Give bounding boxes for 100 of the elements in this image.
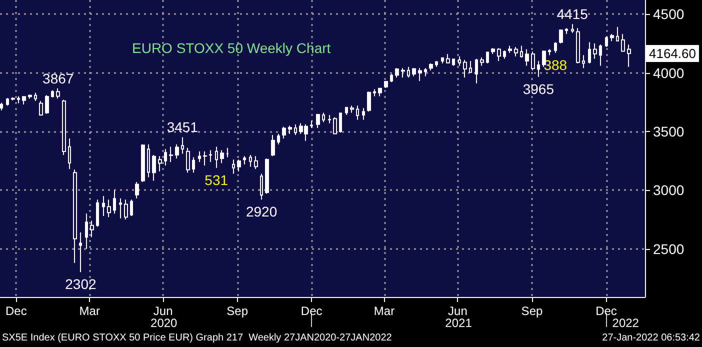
candlestick (418, 68, 422, 82)
x-tick-label: Dec (300, 304, 322, 318)
y-tick-label: 4500 (653, 6, 684, 22)
annotation: 3451 (166, 119, 198, 136)
candlestick (22, 96, 26, 105)
candlestick (367, 91, 371, 112)
candlestick (79, 232, 82, 273)
candlestick (107, 199, 111, 218)
candlestick (548, 48, 551, 56)
text: EURO STOXX 50 Weekly Chart (132, 40, 331, 56)
candlestick (514, 46, 518, 57)
x-tick-label: Jun (448, 304, 468, 318)
candlestick (277, 133, 280, 145)
candlestick (407, 66, 410, 78)
candlestick (294, 124, 297, 136)
x2-tick-label: 2022 (612, 316, 640, 330)
candlestick (401, 68, 405, 78)
candlestick (169, 146, 173, 162)
candlestick (260, 173, 263, 200)
candlestick (356, 105, 359, 120)
candlestick (209, 150, 212, 162)
candlestick (85, 213, 88, 250)
candlestick (175, 144, 179, 159)
candlestick (0, 102, 3, 111)
candlestick (350, 105, 354, 114)
candlestick (51, 90, 54, 98)
x2-tick-label: 2021 (445, 316, 472, 330)
candlestick (627, 44, 631, 68)
x-tick-label: Dec (5, 304, 27, 318)
annotation: 388 (544, 56, 568, 73)
candlestick (491, 48, 495, 54)
x-tick-label: Mar (374, 304, 395, 318)
x-tick-label: Dec (596, 304, 617, 318)
candlestick (113, 190, 116, 214)
candlestick (452, 58, 455, 66)
candlestick (310, 120, 313, 128)
candlestick (582, 54, 585, 69)
annotation: 531 (204, 172, 228, 188)
candlestick (571, 24, 574, 34)
candlestick (339, 112, 342, 134)
x-tick-label: Jun (153, 304, 173, 318)
candlestick (11, 96, 15, 101)
candlestick (486, 51, 489, 64)
candlestick (373, 88, 376, 97)
candlestick (395, 68, 399, 78)
candlestick (62, 99, 66, 156)
candlestick (96, 199, 99, 228)
candlestick (497, 48, 501, 62)
candlestick (588, 42, 591, 64)
candlestick (458, 56, 461, 66)
candlestick (441, 57, 444, 64)
candlestick (525, 48, 529, 66)
annotation: 4415 (556, 6, 588, 22)
candlestick (378, 88, 382, 97)
candlestick (576, 28, 580, 64)
annotation: 2920 (246, 204, 278, 220)
candlestick (463, 59, 467, 78)
candlestick (90, 220, 94, 238)
candlestick (249, 154, 252, 168)
candlestick (282, 126, 286, 140)
annotation: 3965 (522, 80, 554, 97)
candlestick (39, 100, 43, 116)
y-tick-label: 3000 (653, 182, 684, 198)
candlestick (429, 62, 433, 71)
candlestick (147, 144, 150, 178)
candlestick (152, 154, 156, 182)
candlestick (254, 156, 258, 170)
candlestick (616, 26, 619, 42)
candlestick (130, 199, 133, 216)
x2-tick-label: 2020 (150, 316, 178, 330)
candlestick (345, 106, 348, 116)
candlestick (265, 158, 269, 194)
candlestick (288, 125, 292, 134)
candlestick (215, 146, 218, 168)
candlestick (446, 54, 450, 64)
annotation: 3867 (42, 70, 74, 86)
candlestick (559, 28, 563, 44)
y-tick-label: 4000 (653, 64, 684, 81)
candlestick (135, 181, 139, 199)
candlestick (621, 34, 625, 52)
candlestick (503, 50, 506, 60)
candlestick (102, 196, 105, 216)
candlestick (531, 51, 535, 71)
candlestick (68, 138, 71, 170)
candlestick (28, 94, 32, 100)
candlestick (333, 116, 337, 134)
candlestick (34, 92, 37, 102)
candlestick (237, 159, 241, 172)
text: SX5E Index (EURO STOXX 50 Price EUR) Graph 217 Weekly 27JAN2020-27JAN2022 (2, 332, 392, 344)
candlestick (599, 44, 602, 66)
candlestick (362, 108, 365, 120)
candlestick (424, 68, 427, 77)
text: 27-Jan-2022 06:53:42 (602, 332, 700, 344)
candlestick (243, 156, 246, 165)
candlestick (226, 147, 229, 158)
candlestick (181, 136, 184, 154)
candlestick (6, 98, 9, 106)
candlestick (508, 45, 512, 54)
candlestick (316, 113, 320, 128)
x-tick-label: Sep (226, 304, 248, 318)
